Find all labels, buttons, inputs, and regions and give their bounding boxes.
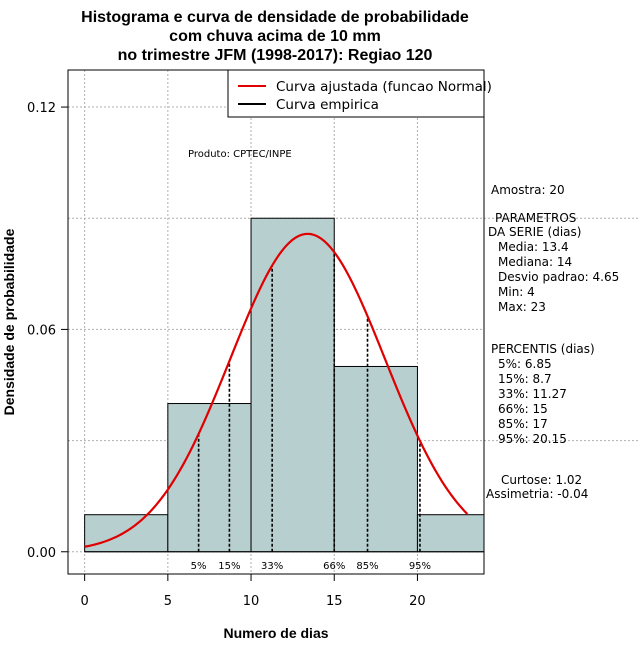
legend-label-fit: Curva ajustada (funcao Normal) [276, 79, 492, 95]
y-tick-label: 0.00 [27, 546, 56, 561]
percentile-label: 95% [409, 561, 431, 572]
percentil-33: 33%: 11.27 [498, 387, 567, 401]
x-tick-label: 0 [80, 594, 88, 609]
title-line-3: no trimestre JFM (1998-2017): Regiao 120 [118, 47, 433, 64]
percentis-title: PERCENTIS (dias) [491, 342, 595, 356]
y-axis-label: Densidade de probabilidade [1, 228, 17, 415]
histogram-bars [84, 217, 485, 553]
y-tick-label: 0.12 [27, 101, 56, 116]
title-line-1: Histograma e curva de densidade de proba… [81, 9, 469, 26]
chart-title: Histograma e curva de densidade de proba… [81, 9, 469, 64]
histogram-bar [333, 365, 418, 553]
product-note: Produto: CPTEC/INPE [188, 149, 292, 160]
legend: Curva ajustada (funcao Normal) Curva emp… [227, 69, 492, 118]
kurtosis: Curtose: 1.02 [501, 473, 582, 487]
legend-box [227, 69, 485, 118]
percentile-lines: 5% 15% 33% 66% 85% 95% [191, 252, 431, 572]
histogram-bar [167, 403, 252, 553]
param-max: Max: 23 [498, 300, 546, 314]
percentile-label: 5% [191, 561, 207, 572]
histogram-bar [250, 217, 335, 553]
percentile-label: 33% [261, 561, 283, 572]
param-mean: Media: 13.4 [498, 240, 569, 254]
percentil-85: 85%: 17 [498, 417, 548, 431]
statistics-panel: Amostra: 20 PARAMETROS DA SERIE (dias) M… [486, 183, 619, 501]
percentil-5: 5%: 6.85 [498, 357, 552, 371]
percentile-label: 15% [218, 561, 240, 572]
histogram-bar [416, 514, 485, 553]
title-line-2: com chuva acima de 10 mm [169, 28, 381, 45]
percentil-95: 95%: 20.15 [498, 432, 567, 446]
sample-size: Amostra: 20 [491, 183, 565, 197]
param-stddev: Desvio padrao: 4.65 [498, 270, 619, 284]
legend-label-empirical: Curva empirica [276, 97, 379, 113]
x-tick-label: 5 [164, 594, 172, 609]
percentile-label: 66% [323, 561, 345, 572]
histogram-bar [84, 514, 169, 553]
skewness: Assimetria: -0.04 [486, 487, 588, 501]
x-tick-label: 20 [409, 594, 426, 609]
percentil-15: 15%: 8.7 [498, 372, 552, 386]
x-axis: 0 5 10 15 20 [80, 573, 426, 609]
percentil-66: 66%: 15 [498, 402, 548, 416]
x-tick-label: 15 [326, 594, 343, 609]
percentile-label: 85% [356, 561, 378, 572]
y-axis: 0.00 0.06 0.12 [27, 101, 69, 561]
y-tick-label: 0.06 [27, 323, 56, 338]
fitted-normal-curve [84, 232, 469, 548]
params-subtitle: DA SERIE (dias) [488, 225, 581, 239]
x-tick-label: 10 [243, 594, 260, 609]
x-axis-label: Numero de dias [223, 625, 328, 641]
param-min: Min: 4 [498, 285, 535, 299]
param-median: Mediana: 14 [498, 255, 572, 269]
params-title: PARAMETROS [495, 211, 576, 225]
